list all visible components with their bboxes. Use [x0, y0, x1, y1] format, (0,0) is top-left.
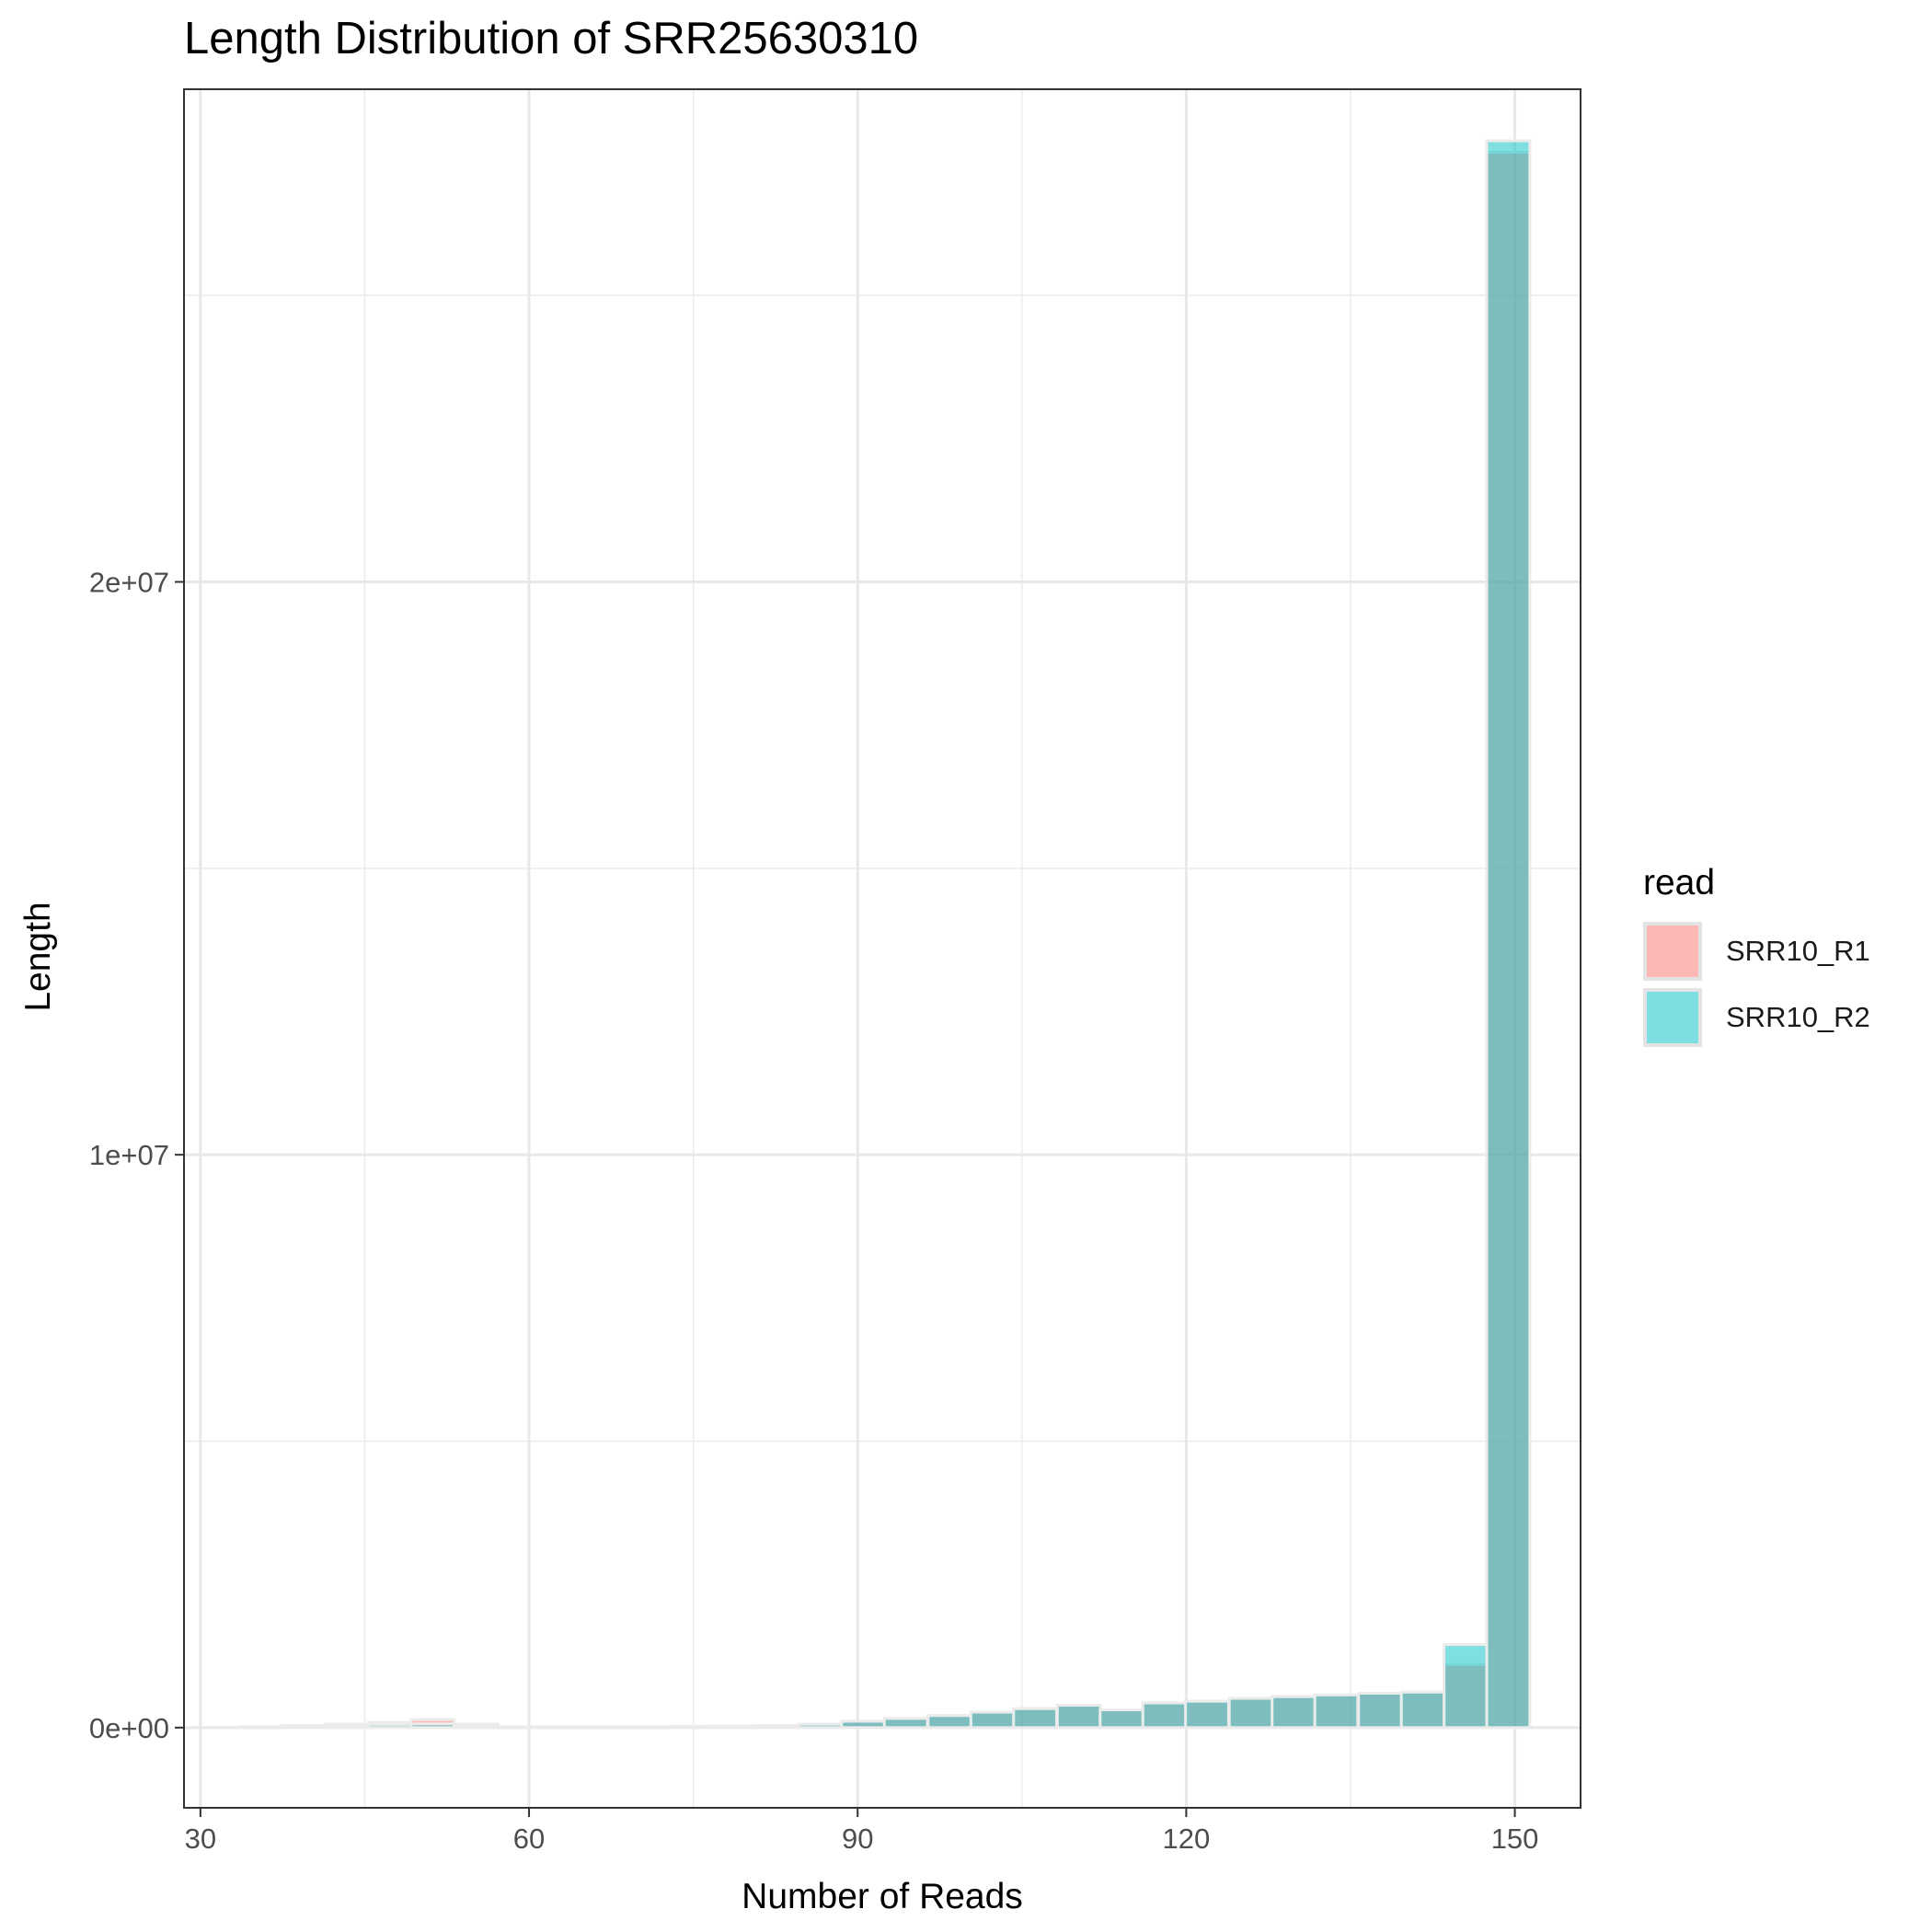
x-tick-label: 60	[513, 1823, 545, 1855]
y-axis-label: Length	[18, 902, 58, 1012]
legend-item-r1: SRR10_R1	[1643, 918, 1870, 984]
legend-label-r2: SRR10_R2	[1726, 1001, 1870, 1033]
bar-srr10-r2	[926, 1714, 973, 1730]
bar-srr10-r2	[538, 1725, 585, 1730]
histogram-bars	[237, 139, 1532, 1730]
legend: read SRR10_R1 SRR10_R2	[1643, 863, 1870, 1051]
x-axis-label: Number of Reads	[742, 1877, 1023, 1916]
bar-srr10-r2	[324, 1723, 371, 1730]
panel-border	[183, 88, 1581, 1809]
bar-srr10-r2	[797, 1722, 844, 1730]
panel-background	[184, 89, 1581, 1808]
legend-label-r1: SRR10_R1	[1726, 935, 1870, 967]
bar-srr10-r2	[1443, 1643, 1489, 1730]
bar-srr10-r2	[496, 1725, 543, 1730]
bar-srr10-r2	[237, 1725, 284, 1730]
bar-srr10-r2	[1012, 1707, 1058, 1730]
bar-srr10-r2	[710, 1724, 757, 1730]
x-tick-label: 150	[1491, 1823, 1539, 1855]
y-tick-label: 1e+07	[89, 1139, 169, 1171]
x-tick-label: 30	[185, 1823, 216, 1855]
bar-srr10-r2	[1184, 1699, 1230, 1730]
bar-srr10-r2	[1271, 1695, 1317, 1730]
bar-srr10-r2	[1357, 1691, 1404, 1730]
bar-srr10-r2	[366, 1722, 413, 1730]
bar-srr10-r2	[1313, 1693, 1360, 1730]
y-tick-label: 2e+07	[89, 566, 169, 598]
bar-srr10-r2	[581, 1725, 628, 1730]
bar-srr10-r2	[1141, 1701, 1188, 1730]
y-tick-label: 0e+00	[89, 1712, 169, 1744]
bar-srr10-r2	[625, 1725, 672, 1730]
legend-item-r2: SRR10_R2	[1643, 984, 1870, 1051]
bar-srr10-r2	[1399, 1690, 1446, 1730]
legend-key-r2	[1643, 988, 1702, 1047]
bar-srr10-r2	[409, 1722, 456, 1730]
x-tick-label: 120	[1163, 1823, 1211, 1855]
legend-title: read	[1643, 863, 1716, 903]
bar-srr10-r2	[1227, 1696, 1274, 1730]
chart-title: Length Distribution of SRR25630310	[184, 14, 919, 63]
bar-srr10-r2	[280, 1724, 327, 1730]
bar-srr10-r2	[1485, 139, 1532, 1730]
bar-srr10-r2	[754, 1724, 801, 1730]
bar-srr10-r2	[668, 1725, 715, 1730]
legend-key-r1	[1643, 922, 1702, 981]
bar-srr10-r2	[1055, 1704, 1102, 1730]
x-tick-label: 90	[842, 1823, 873, 1855]
bar-srr10-r2	[453, 1723, 500, 1730]
bar-srr10-r2	[882, 1717, 929, 1730]
bar-srr10-r2	[840, 1719, 887, 1730]
bar-srr10-r2	[969, 1710, 1016, 1730]
axes: 30 60 90 120 150 0e+00 1e+07 2e+07	[89, 566, 1539, 1855]
bar-srr10-r2	[1098, 1708, 1145, 1730]
